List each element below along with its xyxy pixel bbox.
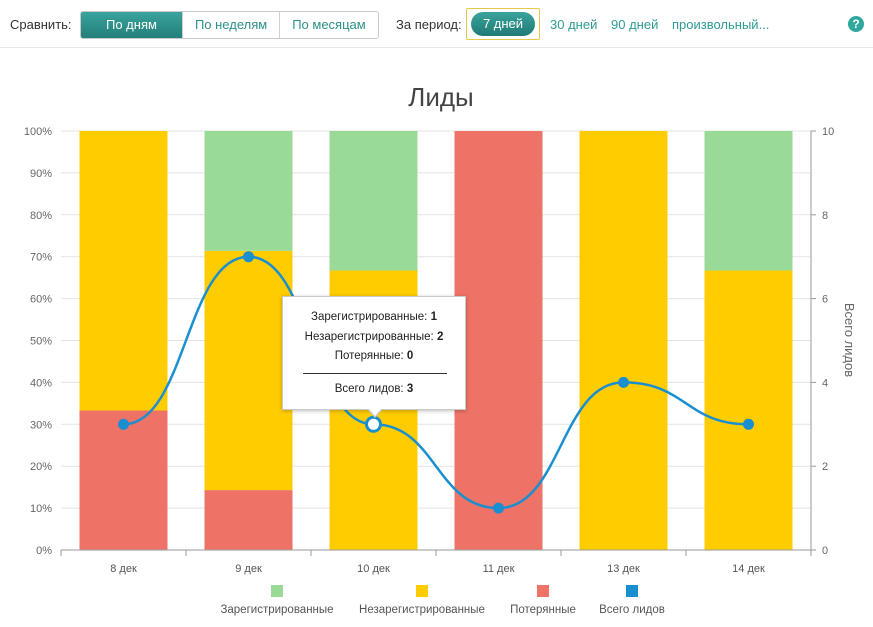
tooltip-lost-value: 0 bbox=[406, 350, 414, 362]
tooltip-unregistered-label: Незарегистрированные: bbox=[304, 331, 434, 343]
compare-segmented-control: По дням По неделям По месяцам bbox=[80, 11, 379, 39]
bar-segment-lost bbox=[454, 131, 543, 550]
legend: Зарегистрированные Незарегистрированные По… bbox=[220, 585, 665, 616]
period-label: За период: bbox=[396, 17, 462, 32]
y-left-tick-label: 70% bbox=[30, 252, 52, 264]
compare-by-months-button[interactable]: По месяцам bbox=[280, 12, 378, 38]
y-left-tick-label: 10% bbox=[30, 503, 52, 515]
compare-by-days-button[interactable]: По дням bbox=[81, 12, 183, 38]
legend-lost-label: Потерянные bbox=[510, 604, 576, 616]
compare-label: Сравнить: bbox=[10, 17, 72, 32]
tooltip-total-label: Всего лидов: bbox=[334, 383, 404, 395]
axes-group: 0%10%20%30%40%50%60%70%80%90%100%0246810… bbox=[24, 126, 857, 575]
y-left-tick-label: 20% bbox=[30, 461, 52, 473]
y-right-tick-label: 2 bbox=[822, 461, 828, 473]
y-left-tick-label: 0% bbox=[36, 545, 52, 557]
chart-title: Лиды bbox=[408, 82, 473, 112]
x-tick-label: 10 дек bbox=[357, 563, 390, 575]
tooltip-divider bbox=[303, 373, 447, 374]
legend-lost-swatch bbox=[537, 585, 549, 597]
period-30-days-link[interactable]: 30 дней bbox=[550, 17, 598, 32]
tooltip-row-registered: Зарегистрированные: 1 bbox=[283, 311, 465, 323]
y-left-tick-label: 100% bbox=[24, 126, 52, 138]
total-point-highlighted bbox=[365, 415, 382, 433]
y-left-tick-label: 60% bbox=[30, 294, 52, 306]
legend-total-label: Всего лидов bbox=[599, 604, 665, 616]
legend-registered-label: Зарегистрированные bbox=[220, 604, 333, 616]
period-active-frame: 7 дней bbox=[466, 8, 540, 40]
bar-segment-unregistered bbox=[704, 270, 793, 550]
bar-segment-registered bbox=[204, 131, 293, 251]
y-right-tick-label: 4 bbox=[822, 377, 828, 389]
compare-by-weeks-button[interactable]: По неделям bbox=[182, 12, 281, 38]
tooltip-lost-label: Потерянные: bbox=[334, 350, 404, 362]
tooltip-row-unregistered: Незарегистрированные: 2 bbox=[283, 331, 465, 343]
bar-segment-unregistered bbox=[204, 250, 293, 491]
x-tick-label: 13 дек bbox=[607, 563, 640, 575]
y-right-tick-label: 8 bbox=[822, 210, 828, 222]
y-left-tick-label: 40% bbox=[30, 377, 52, 389]
y-right-tick-label: 10 bbox=[822, 126, 834, 138]
tooltip-unregistered-value: 2 bbox=[436, 331, 444, 343]
tooltip-row-lost: Потерянные: 0 bbox=[283, 350, 465, 362]
y-left-tick-label: 90% bbox=[30, 168, 52, 180]
bars-group bbox=[79, 131, 793, 550]
legend-registered-swatch bbox=[271, 585, 283, 597]
legend-total-swatch bbox=[626, 585, 638, 597]
tooltip: Зарегистрированные: 1 Незарегистрированн… bbox=[282, 296, 466, 418]
total-point bbox=[618, 376, 629, 388]
y-left-tick-label: 80% bbox=[30, 210, 52, 222]
bar-segment-lost bbox=[79, 410, 168, 550]
bar-segment-unregistered bbox=[79, 131, 168, 411]
bar-segment-registered bbox=[704, 131, 793, 271]
total-point bbox=[493, 502, 504, 514]
legend-unregistered-swatch bbox=[416, 585, 428, 597]
total-point bbox=[243, 251, 254, 263]
bar-segment-unregistered bbox=[579, 131, 668, 550]
tooltip-registered-value: 1 bbox=[430, 311, 437, 323]
bar-segment-lost bbox=[204, 490, 293, 550]
x-tick-label: 8 дек bbox=[110, 563, 137, 575]
x-tick-label: 14 дек bbox=[732, 563, 765, 575]
total-point bbox=[743, 418, 754, 430]
y-left-tick-label: 50% bbox=[30, 336, 52, 348]
x-tick-label: 9 дек bbox=[235, 563, 262, 575]
total-point bbox=[118, 418, 129, 430]
legend-unregistered-label: Незарегистрированные bbox=[359, 604, 485, 616]
tooltip-row-total: Всего лидов: 3 bbox=[283, 383, 465, 395]
period-90-days-link[interactable]: 90 дней bbox=[611, 17, 659, 32]
tooltip-arrow-fill bbox=[368, 408, 382, 416]
y-right-axis-label: Всего лидов bbox=[842, 303, 857, 377]
help-icon[interactable]: ? bbox=[848, 16, 864, 32]
period-7-days-button[interactable]: 7 дней bbox=[471, 12, 535, 36]
y-right-tick-label: 0 bbox=[822, 545, 828, 557]
y-right-tick-label: 6 bbox=[822, 294, 828, 306]
period-custom-link[interactable]: произвольный... bbox=[672, 17, 770, 32]
tooltip-registered-label: Зарегистрированные: bbox=[311, 311, 428, 323]
x-tick-label: 11 дек bbox=[483, 563, 515, 575]
toolbar: Сравнить: По дням По неделям По месяцам … bbox=[0, 0, 873, 48]
tooltip-total-value: 3 bbox=[406, 383, 414, 395]
total-line-group bbox=[118, 251, 754, 514]
y-left-tick-label: 30% bbox=[30, 419, 52, 431]
bar-segment-registered bbox=[329, 131, 418, 271]
